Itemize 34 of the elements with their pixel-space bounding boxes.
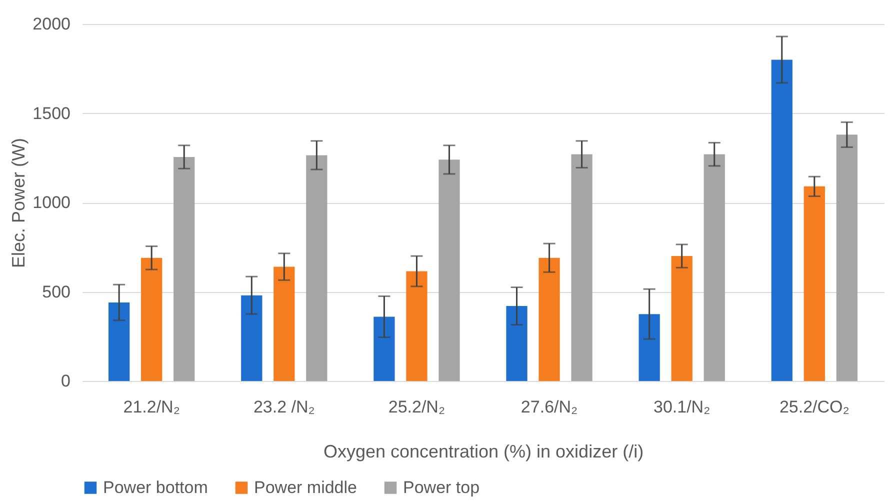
bar: [704, 154, 725, 381]
bar: [571, 154, 592, 381]
bar: [804, 186, 825, 381]
x-tick-label: 30.1/N₂: [654, 398, 710, 416]
x-tick-label: 25.2/N₂: [388, 398, 446, 416]
y-tick-label: 2000: [32, 14, 70, 34]
bar: [771, 60, 792, 381]
y-tick-label: 500: [42, 282, 70, 302]
bar: [274, 266, 295, 381]
bar: [836, 134, 858, 381]
y-tick-label: 0: [61, 372, 70, 390]
bar: [506, 306, 528, 381]
bar: [141, 258, 162, 381]
bar: [406, 271, 428, 381]
bar: [438, 160, 460, 381]
x-axis-title: Oxygen concentration (%) in oxidizer (/i): [323, 442, 644, 462]
legend-label: Power middle: [254, 478, 357, 497]
x-tick-label: 27.6/N₂: [520, 398, 578, 416]
y-tick-label: 1500: [32, 104, 70, 123]
x-tick-label: 25.2/CO₂: [779, 398, 850, 416]
bar: [374, 316, 395, 381]
y-axis-title: Elec. Power (W): [8, 138, 29, 268]
x-tick-label: 21.2/N₂: [123, 398, 180, 416]
bar: [638, 314, 660, 381]
legend-label: Power top: [403, 478, 480, 497]
bar: [538, 258, 560, 381]
bar: [174, 156, 195, 381]
x-tick-label: 23.2 /N₂: [253, 398, 315, 416]
bar: [671, 256, 692, 381]
bar: [108, 302, 130, 381]
bar: [241, 295, 262, 381]
bar: [306, 155, 328, 381]
legend-label: Power bottom: [103, 478, 208, 497]
y-tick-label: 1000: [32, 193, 70, 212]
